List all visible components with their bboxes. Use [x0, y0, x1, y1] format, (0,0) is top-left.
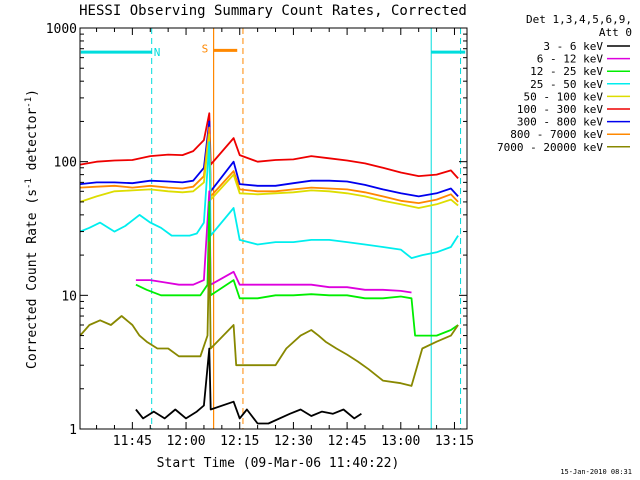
legend-entry-label: 800 - 7000 keV: [510, 128, 603, 141]
legend-entry-label: 50 - 100 keV: [524, 90, 604, 103]
x-axis-label: Start Time (09-Mar-06 11:40:22): [157, 456, 400, 471]
legend-entry-label: 100 - 300 keV: [517, 103, 603, 116]
series-line-7: [135, 200, 459, 337]
footer-timestamp: 15-Jan-2010 08:31: [560, 468, 632, 476]
x-tick-label: 12:30: [274, 434, 313, 449]
saa-label: S: [202, 42, 209, 55]
y-axis-label: Corrected Count Rate (s-1 detector-1): [24, 89, 40, 369]
x-tick-label: 13:00: [381, 434, 420, 449]
series-layer: [79, 112, 459, 425]
x-tick-label: 12:00: [166, 434, 205, 449]
y-axis-label-end: ): [25, 89, 40, 97]
legend-header-line2: Att 0: [599, 26, 632, 39]
y-tick-label: 10: [61, 289, 77, 304]
x-tick-label: 12:15: [220, 434, 259, 449]
y-axis-label-sup1: -1: [24, 178, 34, 189]
y-tick-label: 1: [69, 423, 77, 438]
series-line-9: [135, 347, 362, 425]
plot-frame: [79, 27, 468, 430]
legend-entry-label: 25 - 50 keV: [530, 78, 603, 91]
x-tick-label: 12:45: [328, 434, 367, 449]
series-line-4: [79, 133, 459, 209]
legend-entry-label: 7000 - 20000 keV: [497, 141, 603, 154]
y-axis-label-main: Corrected Count Rate (s: [25, 189, 40, 369]
y-axis-label-mid: detector: [25, 108, 40, 179]
y-axis: 1 10 100 1000: [46, 22, 467, 438]
chart-title: HESSI Observing Summary Count Rates, Cor…: [79, 3, 467, 19]
legend-entry-label: 300 - 800 keV: [517, 116, 603, 129]
legend-entry-label: 6 - 12 keV: [537, 53, 604, 66]
series-line-5: [79, 141, 459, 260]
x-tick-label: 11:45: [113, 434, 152, 449]
legend-entry-label: 12 - 25 keV: [530, 65, 603, 78]
legend-header-line1: Det 1,3,4,5,6,9,: [526, 13, 632, 26]
series-line-2: [80, 120, 459, 198]
x-tick-label: 13:15: [435, 434, 474, 449]
series-line-6: [135, 190, 412, 294]
y-tick-label: 1000: [46, 22, 77, 37]
series-line-8: [79, 241, 459, 387]
y-tick-label: 100: [54, 156, 77, 171]
series-line-1: [79, 112, 459, 180]
legend-entry-label: 3 - 6 keV: [543, 40, 603, 53]
series-line-3: [80, 126, 459, 205]
night-label: N: [154, 46, 161, 59]
y-axis-label-sup2: -1: [24, 97, 34, 108]
x-axis: 11:45 12:00 12:15 12:30 12:45 13:00 13:15: [96, 28, 474, 449]
